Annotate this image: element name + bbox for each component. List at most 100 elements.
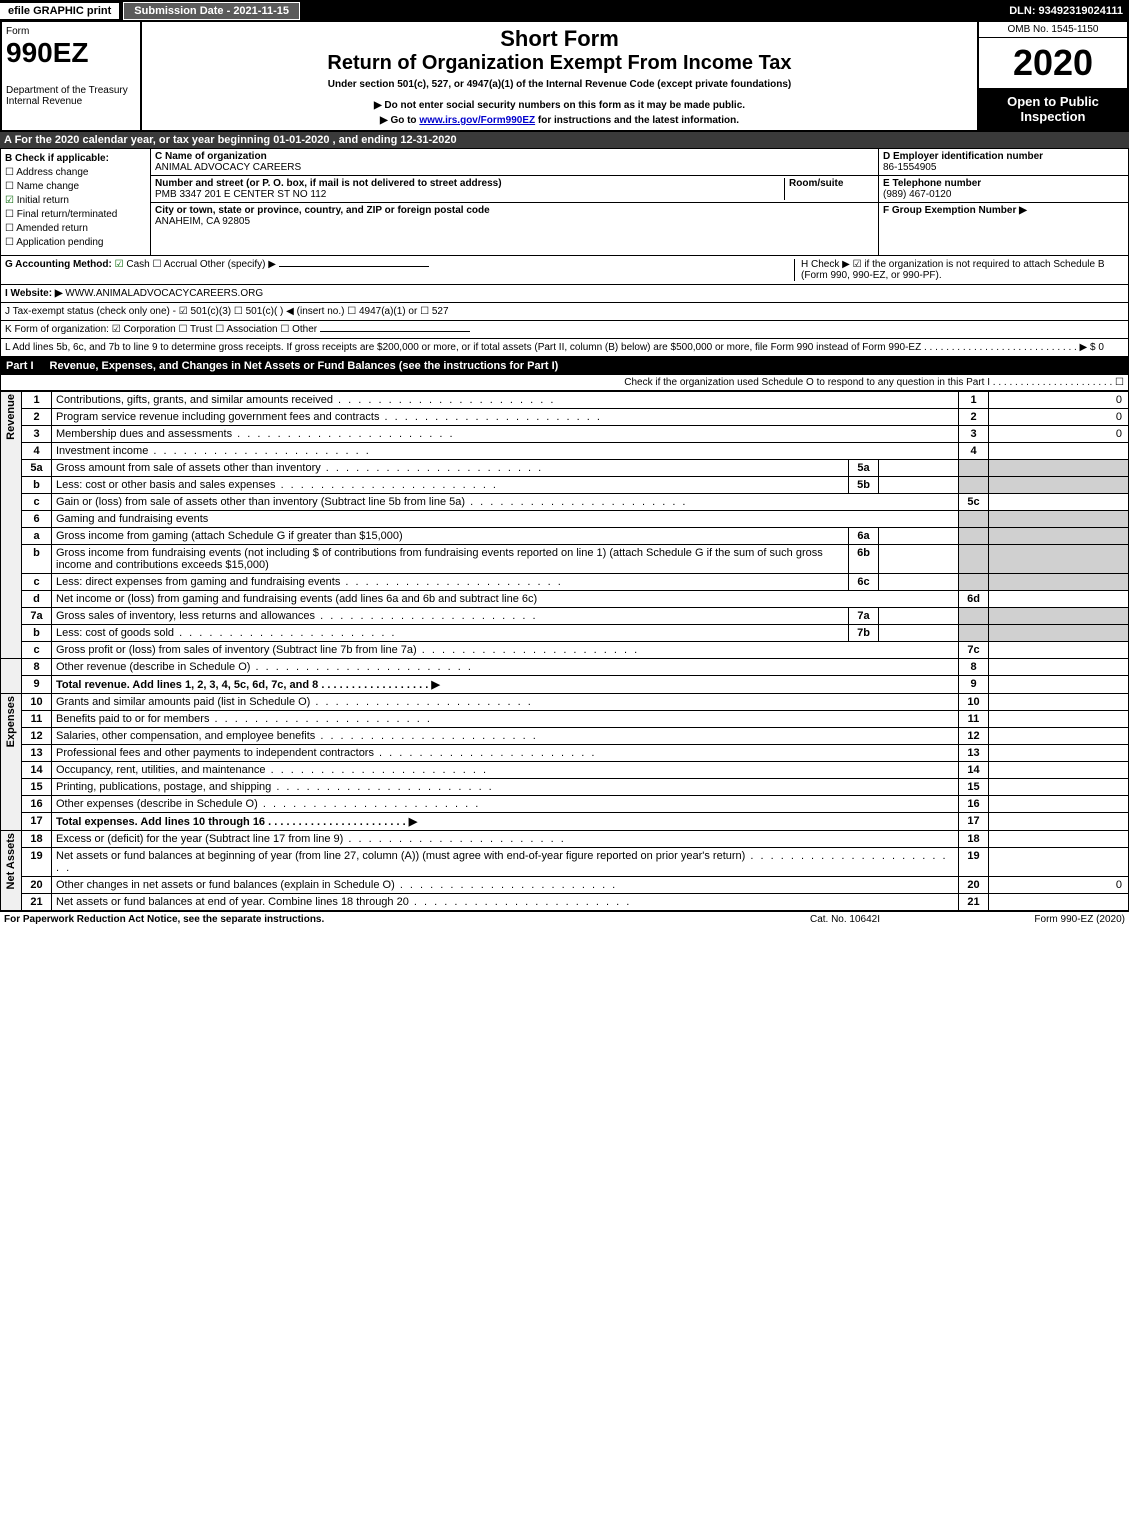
chk-initial-return[interactable]: Initial return — [5, 195, 146, 206]
l6a-num: a — [22, 528, 52, 545]
l1-val: 0 — [989, 392, 1129, 409]
row-h: H Check ▶ ☑ if the organization is not r… — [794, 259, 1124, 281]
l7a-grey — [959, 608, 989, 625]
chk-name-change[interactable]: Name change — [5, 181, 146, 192]
l20-text: Other changes in net assets or fund bala… — [52, 877, 959, 894]
subtitle: Under section 501(c), 527, or 4947(a)(1)… — [146, 79, 973, 90]
l6-text: Gaming and fundraising events — [52, 511, 959, 528]
l13-val — [989, 745, 1129, 762]
l6c-num: c — [22, 574, 52, 591]
l6-grey2 — [989, 511, 1129, 528]
row-k: K Form of organization: ☑ Corporation ☐ … — [0, 321, 1129, 339]
footer-right: Form 990-EZ (2020) — [945, 914, 1125, 925]
l21-text: Net assets or fund balances at end of ye… — [52, 894, 959, 911]
other-specify-field[interactable] — [279, 266, 429, 267]
l20-rnum: 20 — [959, 877, 989, 894]
other-org-field[interactable] — [320, 331, 470, 332]
l10-val — [989, 694, 1129, 711]
l2-rnum: 2 — [959, 409, 989, 426]
l7b-grey2 — [989, 625, 1129, 642]
l3-num: 3 — [22, 426, 52, 443]
section-c: C Name of organization ANIMAL ADVOCACY C… — [151, 149, 878, 255]
l12-text: Salaries, other compensation, and employ… — [52, 728, 959, 745]
section-d: D Employer identification number 86-1554… — [878, 149, 1128, 255]
row-g: G Accounting Method: Cash Accrual Other … — [5, 259, 794, 281]
l17-val — [989, 813, 1129, 831]
room-label: Room/suite — [789, 178, 874, 189]
l6a-text: Gross income from gaming (attach Schedul… — [52, 528, 849, 545]
l9-val — [989, 676, 1129, 694]
chk-cash[interactable]: Cash — [115, 259, 150, 270]
chk-application-pending[interactable]: Application pending — [5, 237, 146, 248]
l1-num: 1 — [22, 392, 52, 409]
l13-text: Professional fees and other payments to … — [52, 745, 959, 762]
l7a-grey2 — [989, 608, 1129, 625]
l3-rnum: 3 — [959, 426, 989, 443]
city-label: City or town, state or province, country… — [155, 205, 874, 216]
l6c-grey — [959, 574, 989, 591]
dept-label: Department of the Treasury Internal Reve… — [6, 85, 136, 107]
l5a-text: Gross amount from sale of assets other t… — [52, 460, 849, 477]
l20-val: 0 — [989, 877, 1129, 894]
part-1-header: Part I Revenue, Expenses, and Changes in… — [0, 357, 1129, 375]
chk-accrual[interactable]: Accrual — [153, 259, 198, 270]
chk-amended-return[interactable]: Amended return — [5, 223, 146, 234]
l4-text: Investment income — [52, 443, 959, 460]
tel-label: E Telephone number — [883, 178, 1124, 189]
row-l: L Add lines 5b, 6c, and 7b to line 9 to … — [0, 339, 1129, 357]
row-j: J Tax-exempt status (check only one) - ☑… — [0, 303, 1129, 321]
l10-text: Grants and similar amounts paid (list in… — [52, 694, 959, 711]
l16-num: 16 — [22, 796, 52, 813]
l12-num: 12 — [22, 728, 52, 745]
l15-text: Printing, publications, postage, and shi… — [52, 779, 959, 796]
open-to-public: Open to Public Inspection — [979, 88, 1127, 130]
l7a-text: Gross sales of inventory, less returns a… — [52, 608, 849, 625]
l6b-grey2 — [989, 545, 1129, 574]
l6a-grey — [959, 528, 989, 545]
row-i: I Website: ▶ WWW.ANIMALADVOCACYCAREERS.O… — [0, 285, 1129, 303]
part-1-table: Revenue 1 Contributions, gifts, grants, … — [0, 391, 1129, 911]
form-number: 990EZ — [6, 37, 136, 69]
chk-final-return[interactable]: Final return/terminated — [5, 209, 146, 220]
l5b-sn: 5b — [849, 477, 879, 494]
efile-label[interactable]: efile GRAPHIC print — [0, 3, 119, 19]
l5a-grey2 — [989, 460, 1129, 477]
l18-num: 18 — [22, 831, 52, 848]
tax-year: 2020 — [979, 38, 1127, 88]
l6b-grey — [959, 545, 989, 574]
l6c-sn: 6c — [849, 574, 879, 591]
l17-num: 17 — [22, 813, 52, 831]
dln: DLN: 93492319024111 — [1009, 5, 1129, 17]
org-name: ANIMAL ADVOCACY CAREERS — [155, 162, 301, 173]
main-title: Return of Organization Exempt From Incom… — [146, 52, 973, 75]
l6b-num: b — [22, 545, 52, 574]
l19-rnum: 19 — [959, 848, 989, 877]
l8-num: 8 — [22, 659, 52, 676]
revenue-side-label: Revenue — [5, 394, 17, 440]
irs-link[interactable]: www.irs.gov/Form990EZ — [419, 115, 535, 126]
l21-rnum: 21 — [959, 894, 989, 911]
l15-num: 15 — [22, 779, 52, 796]
l9-text: Total revenue. Add lines 1, 2, 3, 4, 5c,… — [52, 676, 959, 694]
l10-rnum: 10 — [959, 694, 989, 711]
l2-num: 2 — [22, 409, 52, 426]
group-exemption-row: F Group Exemption Number ▶ — [879, 203, 1128, 218]
short-form-title: Short Form — [146, 26, 973, 52]
l8-text: Other revenue (describe in Schedule O) — [52, 659, 959, 676]
l11-text: Benefits paid to or for members — [52, 711, 959, 728]
l1-text: Contributions, gifts, grants, and simila… — [52, 392, 959, 409]
tel-row: E Telephone number (989) 467-0120 — [879, 176, 1128, 203]
l10-num: 10 — [22, 694, 52, 711]
l5a-sn: 5a — [849, 460, 879, 477]
chk-address-change[interactable]: Address change — [5, 167, 146, 178]
addr-value: PMB 3347 201 E CENTER ST NO 112 — [155, 189, 326, 200]
l5c-val — [989, 494, 1129, 511]
l15-rnum: 15 — [959, 779, 989, 796]
l19-val — [989, 848, 1129, 877]
info-block: B Check if applicable: Address change Na… — [0, 148, 1129, 256]
l19-num: 19 — [22, 848, 52, 877]
l4-rnum: 4 — [959, 443, 989, 460]
top-bar: efile GRAPHIC print Submission Date - 20… — [0, 0, 1129, 22]
org-name-label: C Name of organization — [155, 151, 874, 162]
l19-text: Net assets or fund balances at beginning… — [52, 848, 959, 877]
